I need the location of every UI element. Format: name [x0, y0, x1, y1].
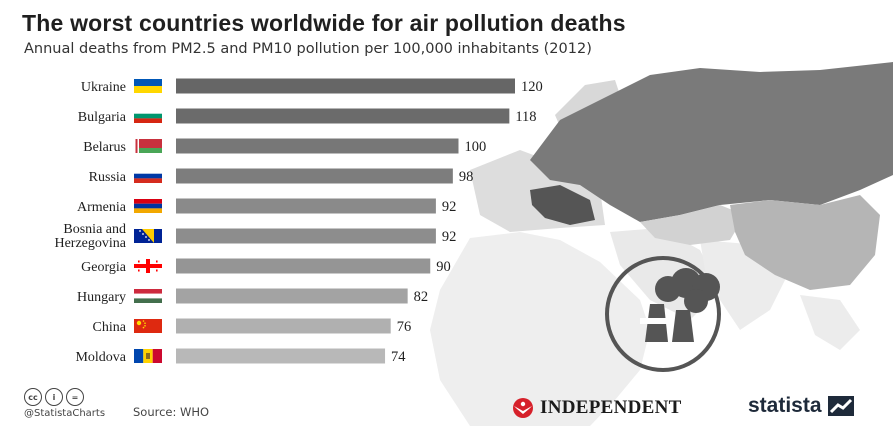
- bar-russia[interactable]: [176, 168, 453, 184]
- category-label-hungary: Hungary: [77, 290, 126, 305]
- bar-hungary[interactable]: [176, 288, 408, 304]
- value-label-georgia: 90: [436, 259, 451, 275]
- statista-logo[interactable]: statista: [748, 394, 854, 418]
- bars-group: Ukraine 120 Bulgaria 118 Belarus 100 Russia 98 A…: [54, 78, 543, 365]
- bar-chart: Ukraine 120 Bulgaria 118 Belarus 100 Russia 98 A…: [54, 78, 543, 365]
- category-label-armenia: Armenia: [77, 200, 127, 215]
- category-label-ukraine: Ukraine: [81, 80, 126, 95]
- category-label-bulgaria: Bulgaria: [78, 110, 127, 125]
- category-label-moldova: Moldova: [75, 350, 126, 365]
- bar-moldova[interactable]: [176, 348, 386, 364]
- central-asia-shape: [640, 205, 745, 245]
- category-label-bosnia-and-herzegovina: Bosnia and Herzegovina: [54, 222, 126, 251]
- russia-shape: [530, 62, 893, 222]
- source-label: Source: WHO: [133, 405, 210, 419]
- flag-hungary-icon: [134, 289, 162, 303]
- footer: cc i = @StatistaCharts Source: WHO INDEP…: [0, 386, 893, 426]
- independent-logo[interactable]: INDEPENDENT: [510, 397, 682, 419]
- value-label-china: 76: [397, 319, 412, 335]
- attribution-icon[interactable]: i: [45, 388, 63, 406]
- independent-wordmark: INDEPENDENT: [540, 397, 682, 418]
- category-label-georgia: Georgia: [81, 260, 127, 275]
- bar-bulgaria[interactable]: [176, 108, 510, 124]
- cc-icon[interactable]: cc: [24, 388, 42, 406]
- flag-bosnia-icon: [134, 229, 162, 243]
- value-label-russia: 98: [459, 169, 474, 185]
- value-label-bosnia-and-herzegovina: 92: [442, 229, 457, 245]
- value-label-belarus: 100: [465, 139, 487, 155]
- chart-title: The worst countries worldwide for air po…: [22, 10, 626, 36]
- flag-russia-icon: [134, 169, 162, 183]
- value-label-ukraine: 120: [521, 79, 543, 95]
- flag-moldova-icon: [134, 349, 162, 363]
- eagle-icon: [513, 398, 533, 418]
- category-label-russia: Russia: [89, 170, 127, 185]
- statista-mark-icon: [827, 396, 854, 416]
- twitter-handle[interactable]: @StatistaCharts: [24, 408, 106, 419]
- bar-belarus[interactable]: [176, 138, 459, 154]
- bar-ukraine[interactable]: [176, 78, 515, 94]
- flag-ukraine-icon: [134, 79, 162, 93]
- africa-shape: [430, 232, 650, 426]
- value-label-armenia: 92: [442, 199, 457, 215]
- flag-belarus-icon: [134, 139, 162, 153]
- statista-wordmark: statista: [748, 394, 822, 417]
- pollution-icon: [605, 256, 721, 372]
- flag-georgia-icon: [134, 259, 162, 273]
- china-shape: [730, 195, 880, 290]
- flag-china-icon: [134, 319, 162, 333]
- category-label-belarus: Belarus: [83, 140, 126, 155]
- value-label-hungary: 82: [414, 289, 429, 305]
- flag-bulgaria-icon: [134, 109, 162, 123]
- bar-armenia[interactable]: [176, 198, 436, 214]
- bar-china[interactable]: [176, 318, 391, 334]
- se-asia-shape: [800, 295, 860, 350]
- license-icons: cc i =: [24, 388, 84, 406]
- no-derivatives-icon[interactable]: =: [66, 388, 84, 406]
- bar-georgia[interactable]: [176, 258, 431, 274]
- value-label-moldova: 74: [391, 349, 406, 365]
- chart-subtitle: Annual deaths from PM2.5 and PM10 pollut…: [24, 41, 592, 57]
- eastern-europe-shape: [530, 185, 595, 225]
- value-label-bulgaria: 118: [515, 109, 536, 125]
- category-label-china: China: [93, 320, 127, 335]
- flag-armenia-icon: [134, 199, 162, 213]
- bar-bosnia-and-herzegovina[interactable]: [176, 228, 436, 244]
